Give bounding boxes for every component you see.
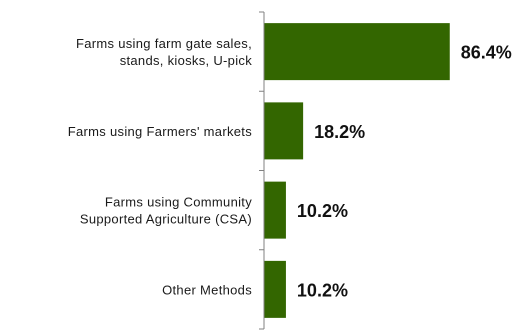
value-labels: 86.4% 18.2% 10.2% 10.2%	[297, 43, 512, 301]
category-label-line: stands, kiosks, U-pick	[120, 53, 253, 68]
bar-0	[264, 23, 450, 81]
category-labels: Farms using farm gate sales, stands, kios…	[68, 36, 252, 297]
bars	[264, 23, 450, 318]
category-label-line: Farms using Farmers' markets	[68, 124, 252, 139]
bar-2	[264, 181, 286, 239]
category-label-line: Supported Agriculture (CSA)	[80, 212, 252, 227]
value-label-0: 86.4%	[461, 43, 512, 63]
bar-3	[264, 260, 286, 318]
category-label-0: Farms using farm gate sales, stands, kios…	[76, 36, 252, 68]
category-label-2: Farms using Community Supported Agricultu…	[80, 195, 252, 227]
value-label-3: 10.2%	[297, 280, 348, 300]
axis	[259, 11, 265, 330]
category-label-line: Other Methods	[162, 282, 252, 297]
category-label-line: Farms using Community	[105, 195, 252, 210]
category-label-line: Farms using farm gate sales,	[76, 36, 252, 51]
category-label-3: Other Methods	[162, 282, 252, 297]
category-label-1: Farms using Farmers' markets	[68, 124, 252, 139]
value-label-1: 18.2%	[314, 122, 365, 142]
value-label-2: 10.2%	[297, 201, 348, 221]
bar-1	[264, 102, 304, 160]
